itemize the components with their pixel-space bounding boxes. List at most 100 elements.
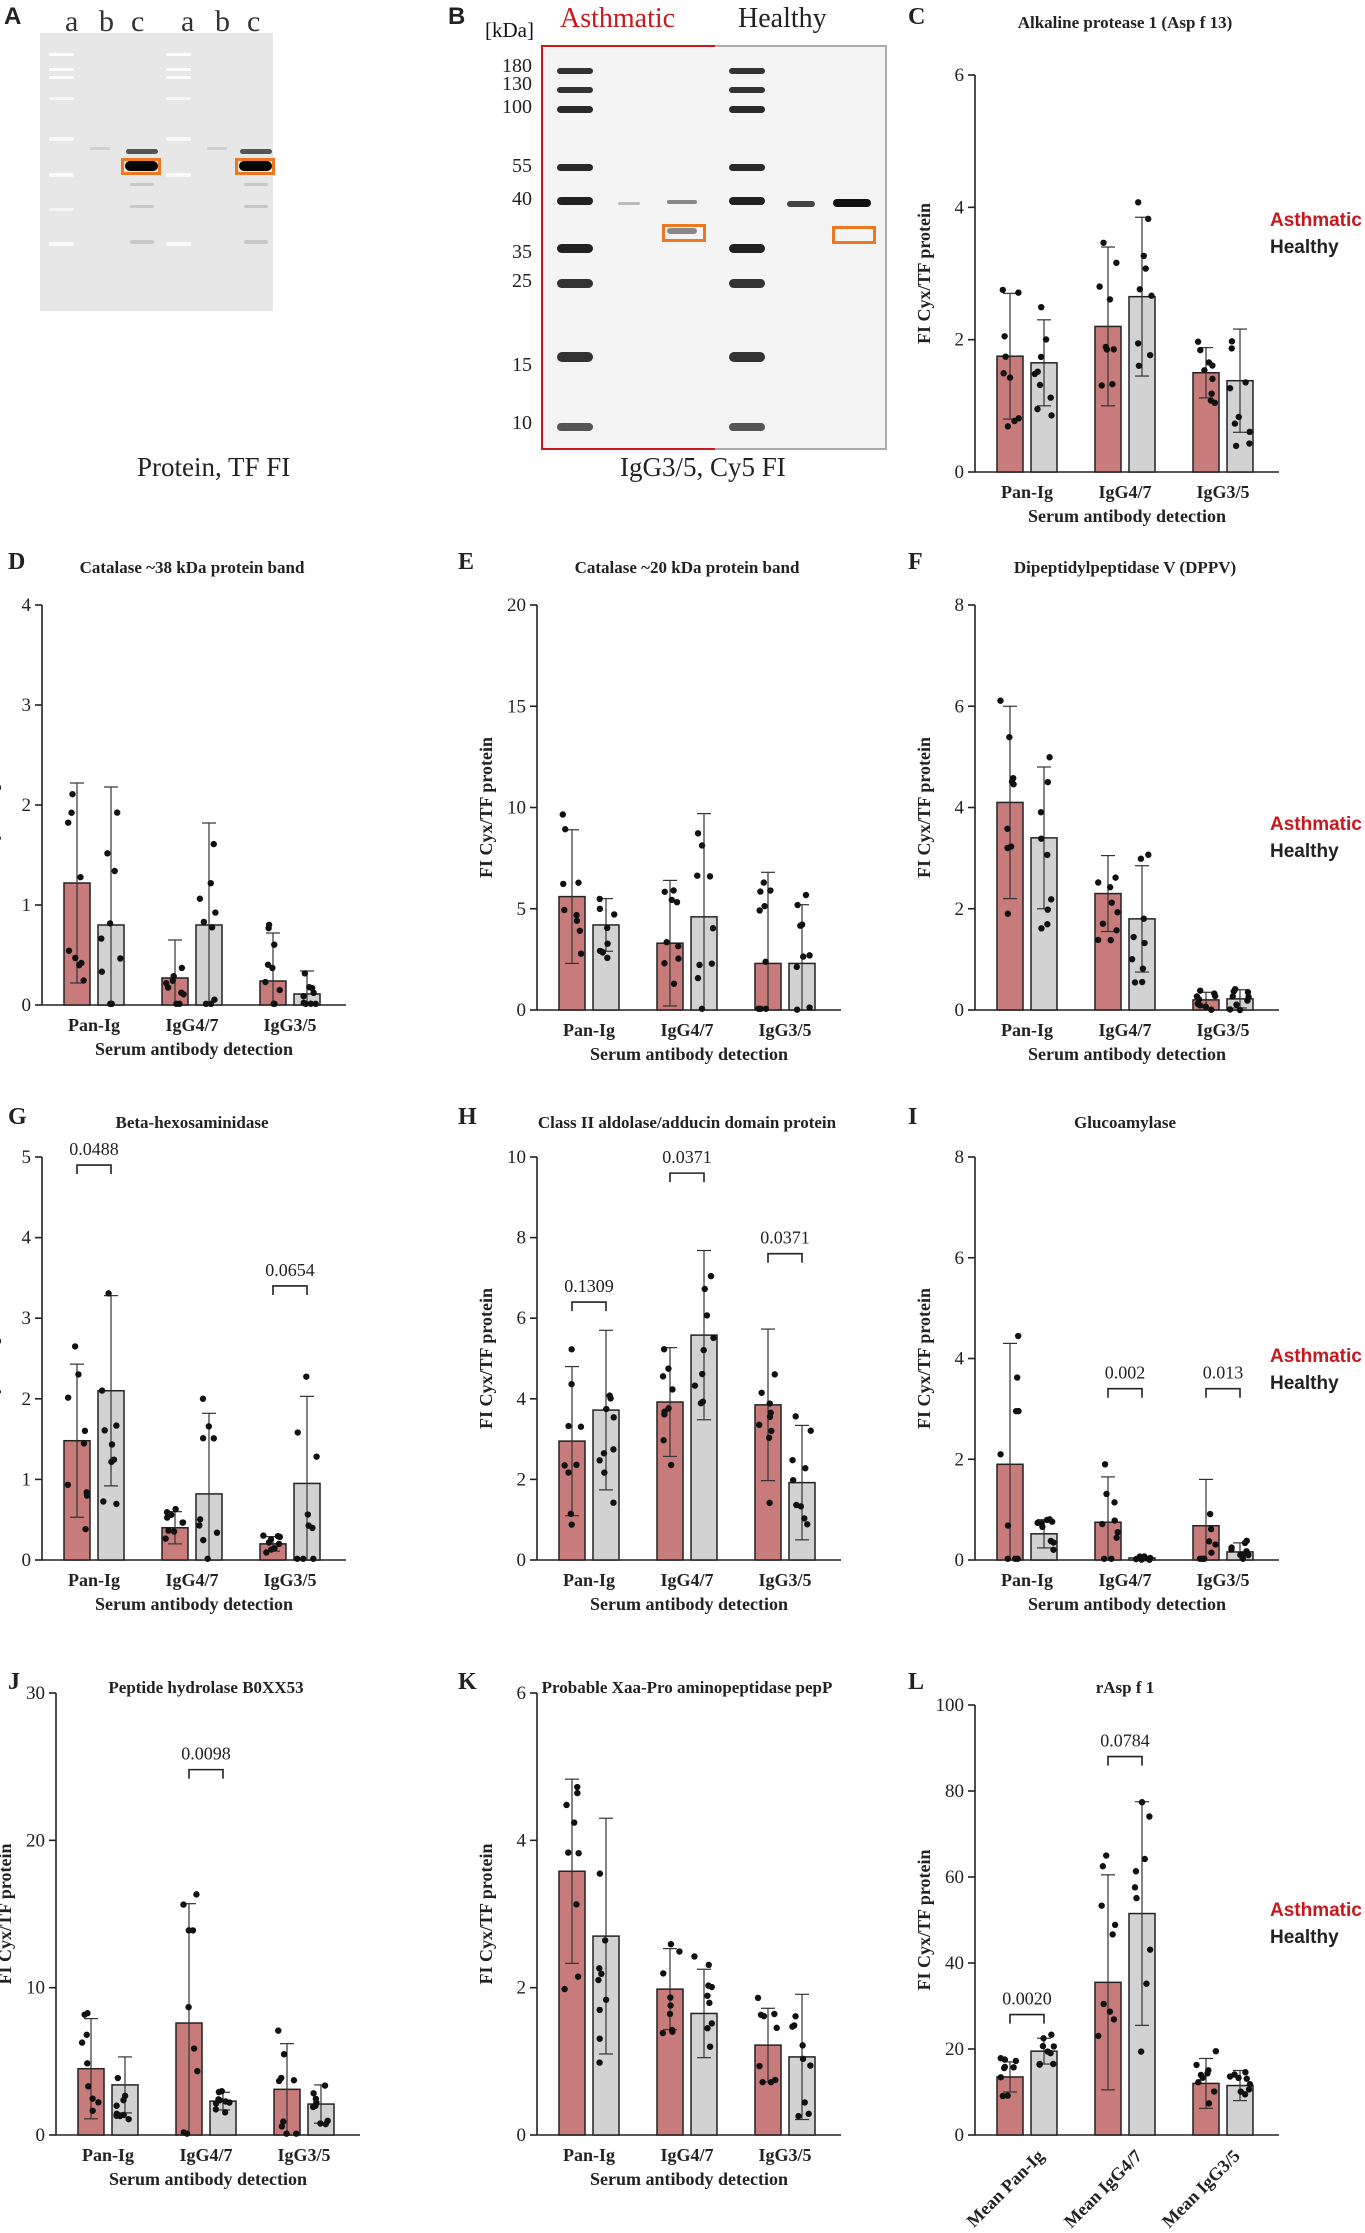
data-point <box>567 1510 575 1518</box>
data-point <box>1193 2061 1200 2069</box>
data-point <box>666 2010 674 2018</box>
significance-bracket <box>272 1285 308 1295</box>
category-label: IgG3/5 <box>1196 1020 1249 1040</box>
data-point <box>1137 2048 1145 2055</box>
data-point <box>1204 2070 1211 2077</box>
blot-healthy <box>715 45 887 450</box>
data-point <box>301 970 309 977</box>
data-point <box>596 2035 603 2042</box>
x-axis-label: Serum antibody detection <box>590 2169 788 2189</box>
data-point <box>694 830 702 837</box>
y-axis-label: FI Cyx/TF protein <box>0 1288 1 1429</box>
data-point <box>1103 1490 1110 1498</box>
data-point <box>604 940 611 947</box>
category-label: IgG4/7 <box>1098 1020 1151 1040</box>
data-point <box>205 1423 213 1430</box>
data-point <box>1006 733 1013 741</box>
data-point <box>801 2099 808 2106</box>
data-point <box>1044 778 1052 786</box>
data-point <box>772 2076 779 2084</box>
data-point <box>765 1434 773 1441</box>
data-point <box>294 1429 301 1436</box>
data-point <box>1131 1884 1139 1891</box>
data-point <box>792 2013 799 2020</box>
category-label: Pan-Ig <box>68 1570 120 1590</box>
data-point <box>999 286 1006 294</box>
data-point <box>81 1427 89 1435</box>
y-tick-label: 100 <box>936 1695 965 1716</box>
chart-title: Dipeptidylpeptidase V (DPPV) <box>1014 558 1236 577</box>
data-point <box>68 809 75 816</box>
data-point <box>84 2060 91 2067</box>
data-point <box>64 1394 72 1401</box>
data-point <box>1004 423 1012 430</box>
y-tick-label: 30 <box>26 1683 45 1704</box>
chart-panel-H: H Class II aldolase/adducin domain protei… <box>458 1104 841 1614</box>
chart-panel-K: K Probable Xaa-Pro aminopeptidase pepP 0 2 4… <box>458 1669 841 2189</box>
data-point <box>706 2043 714 2050</box>
data-point <box>117 955 124 962</box>
kda-marker: 55 <box>512 155 532 177</box>
data-point <box>1004 1555 1011 1562</box>
category-label: IgG4/7 <box>179 2145 232 2165</box>
data-point <box>1015 1407 1022 1415</box>
chart-title: Peptide hydrolase B0XX53 <box>108 1678 303 1697</box>
p-value-label: 0.0020 <box>1002 1989 1052 2009</box>
data-point <box>278 2123 286 2130</box>
y-tick-label: 6 <box>955 65 965 86</box>
data-point <box>571 1819 578 1826</box>
data-point <box>1245 2086 1253 2093</box>
data-point <box>699 1398 707 1405</box>
data-point <box>1111 1517 1118 1524</box>
data-point <box>670 887 677 894</box>
y-axis-label: FI Cyx/TF protein <box>914 1288 934 1429</box>
y-tick-label: 6 <box>955 1248 965 1269</box>
data-point <box>1043 1516 1051 1524</box>
data-point <box>1138 978 1146 986</box>
data-point <box>271 941 278 948</box>
data-point <box>293 2130 300 2137</box>
lane-label: a <box>65 5 79 38</box>
y-tick-label: 0 <box>955 462 965 483</box>
data-point <box>1199 2074 1206 2081</box>
data-point <box>106 920 114 927</box>
data-point <box>1050 2060 1057 2068</box>
data-point <box>660 1970 667 1977</box>
data-point <box>1106 2008 1114 2015</box>
data-point <box>767 887 774 894</box>
data-point <box>105 1290 112 1297</box>
data-point <box>1197 346 1204 354</box>
data-point <box>601 1937 609 1944</box>
category-label: Pan-Ig <box>1001 1570 1053 1590</box>
data-point <box>997 2074 1005 2081</box>
data-point <box>110 1456 118 1463</box>
data-point <box>162 1535 169 1542</box>
category-label: IgG3/5 <box>758 1570 811 1590</box>
y-tick-label: 3 <box>22 1308 32 1329</box>
data-point <box>1197 987 1204 994</box>
data-point <box>196 1516 204 1523</box>
category-label: IgG3/5 <box>758 1020 811 1040</box>
data-point <box>805 2110 812 2118</box>
data-point <box>226 2099 233 2106</box>
panel-letter: L <box>908 1669 924 1695</box>
data-point <box>1050 2043 1057 2050</box>
data-point <box>276 986 283 994</box>
data-point <box>789 2023 796 2030</box>
highlight-box <box>832 226 876 244</box>
data-point <box>755 1005 762 1012</box>
data-point <box>304 1511 312 1518</box>
data-point <box>799 2055 807 2063</box>
data-point <box>185 2003 192 2011</box>
data-point <box>1236 1006 1244 1014</box>
data-point <box>1232 442 1240 450</box>
data-point <box>85 2083 92 2090</box>
data-point <box>602 1996 610 2003</box>
data-point <box>1100 239 1107 246</box>
data-point <box>1134 199 1142 206</box>
y-tick-label: 4 <box>22 1228 32 1249</box>
y-axis-label: FI Cyx/TF protein <box>914 737 934 878</box>
data-point <box>999 2092 1006 2100</box>
data-point <box>1241 1539 1249 1547</box>
highlight-box <box>121 158 161 175</box>
